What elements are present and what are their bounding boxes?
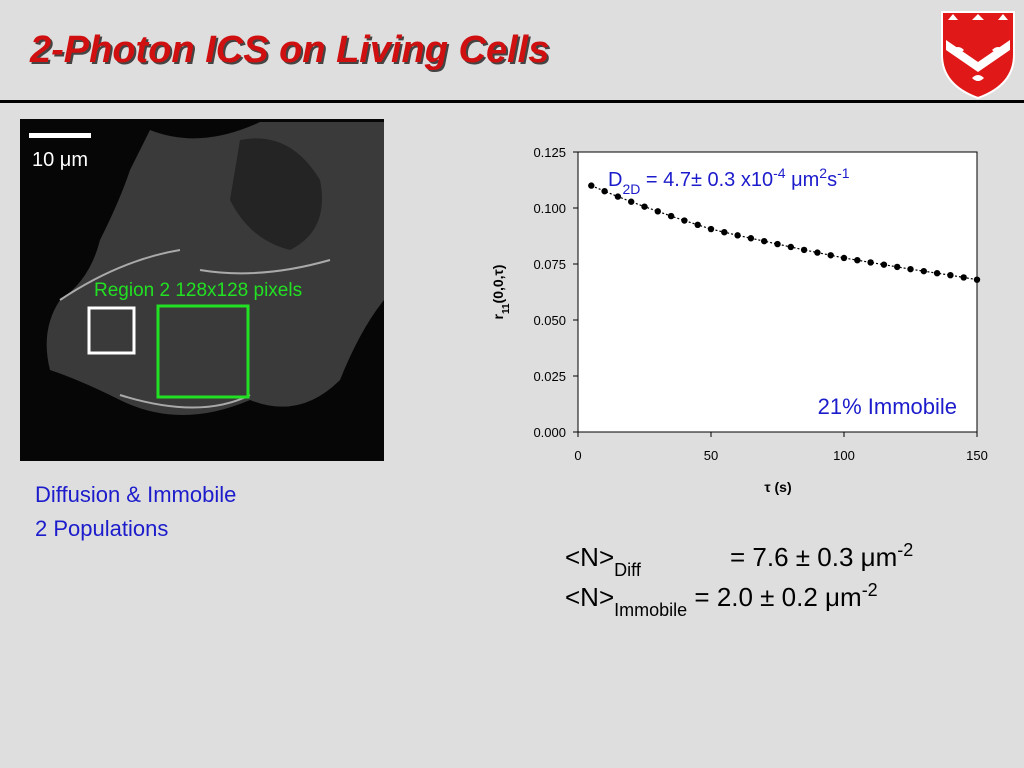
note: 2 Populations bbox=[35, 516, 168, 541]
annotation: 21% Immobile bbox=[818, 394, 957, 419]
data-point bbox=[601, 188, 608, 195]
data-point bbox=[667, 212, 675, 220]
data-point bbox=[734, 232, 741, 239]
note: Diffusion & Immobile bbox=[35, 482, 236, 507]
plot-area bbox=[577, 151, 978, 433]
eq-text: = 2.0 ± 0.2 μm bbox=[687, 582, 862, 612]
logo bbox=[941, 11, 1015, 100]
eq-text: <N> bbox=[565, 582, 614, 612]
x-tick-label: 50 bbox=[704, 448, 718, 463]
data-point bbox=[628, 198, 635, 205]
data-point bbox=[721, 228, 728, 236]
data-point bbox=[933, 269, 941, 277]
eq-sub: Diff bbox=[614, 560, 642, 580]
data-point bbox=[787, 243, 794, 251]
ann-sup: -1 bbox=[837, 165, 850, 181]
data-point bbox=[800, 246, 808, 254]
data-point bbox=[894, 263, 901, 271]
y-axis-label: r11(0,0,τ) bbox=[490, 265, 512, 320]
eq-text: <N> bbox=[565, 542, 614, 572]
y-label-sub: 11 bbox=[501, 303, 512, 314]
data-point bbox=[614, 193, 622, 200]
data-point bbox=[588, 182, 595, 189]
x-axis-label: τ (s) bbox=[764, 479, 791, 495]
scale-label: 10 μm bbox=[32, 149, 88, 171]
ann-sub: 2D bbox=[622, 181, 640, 197]
data-point bbox=[681, 217, 688, 224]
y-label-text: (0,0,τ) bbox=[490, 265, 506, 304]
data-point bbox=[774, 240, 781, 248]
ann-text: = 4.7± 0.3 x10 bbox=[640, 169, 773, 191]
eq-sub: Immobile bbox=[614, 600, 687, 620]
y-tick-label: 0.050 bbox=[533, 313, 566, 328]
x-tick-label: 150 bbox=[966, 448, 988, 463]
annotation: D2D = 4.7± 0.3 x10-4 μm2s-1 bbox=[608, 165, 850, 197]
data-point bbox=[827, 252, 834, 259]
y-tick-label: 0.000 bbox=[533, 425, 566, 440]
data-point bbox=[694, 221, 701, 228]
ann-sup: 2 bbox=[819, 165, 827, 181]
eq-sup: -2 bbox=[897, 540, 913, 560]
title-shadow: 2-Photon ICS on Living Cells bbox=[31, 31, 551, 73]
y-tick-label: 0.100 bbox=[533, 201, 566, 216]
data-point bbox=[947, 272, 954, 279]
data-point bbox=[920, 267, 927, 275]
data-point bbox=[654, 208, 661, 215]
micrograph: 10 μm Region 2 128x128 pixels bbox=[20, 119, 385, 461]
data-point bbox=[707, 225, 715, 233]
x-tick-label: 100 bbox=[833, 448, 855, 463]
data-point bbox=[973, 276, 981, 283]
data-point bbox=[867, 259, 874, 266]
y-tick-label: 0.125 bbox=[533, 145, 566, 160]
x-tick-label: 0 bbox=[574, 448, 581, 463]
data-point bbox=[641, 203, 648, 210]
ann-sup: -4 bbox=[773, 165, 786, 181]
data-point bbox=[907, 265, 914, 273]
ann-text: D bbox=[608, 169, 622, 191]
data-point bbox=[761, 237, 768, 245]
y-tick-label: 0.025 bbox=[533, 369, 566, 384]
eq-sup: -2 bbox=[862, 580, 878, 600]
chart: D2D = 4.7± 0.3 x10-4 μm2s-1 21% Immobile… bbox=[490, 145, 988, 495]
data-point bbox=[840, 254, 848, 262]
data-point bbox=[814, 249, 821, 256]
y-label-text: r bbox=[490, 313, 506, 319]
data-point bbox=[880, 261, 888, 268]
data-point bbox=[960, 274, 967, 281]
title-rule bbox=[0, 100, 1024, 103]
equation: <N>Immobile = 2.0 ± 0.2 μm-2 bbox=[565, 580, 878, 620]
title: 2-Photon ICS on Living Cells bbox=[29, 29, 549, 71]
equation: <N>Diff = 7.6 ± 0.3 μm-2 bbox=[565, 540, 913, 580]
y-tick-label: 0.075 bbox=[533, 257, 566, 272]
eq-text: = 7.6 ± 0.3 μm bbox=[730, 542, 897, 572]
ann-text: μm bbox=[786, 169, 820, 191]
region-label: Region 2 128x128 pixels bbox=[94, 280, 302, 301]
ann-text: s bbox=[827, 169, 837, 191]
data-point bbox=[747, 235, 755, 242]
data-point bbox=[854, 256, 861, 264]
